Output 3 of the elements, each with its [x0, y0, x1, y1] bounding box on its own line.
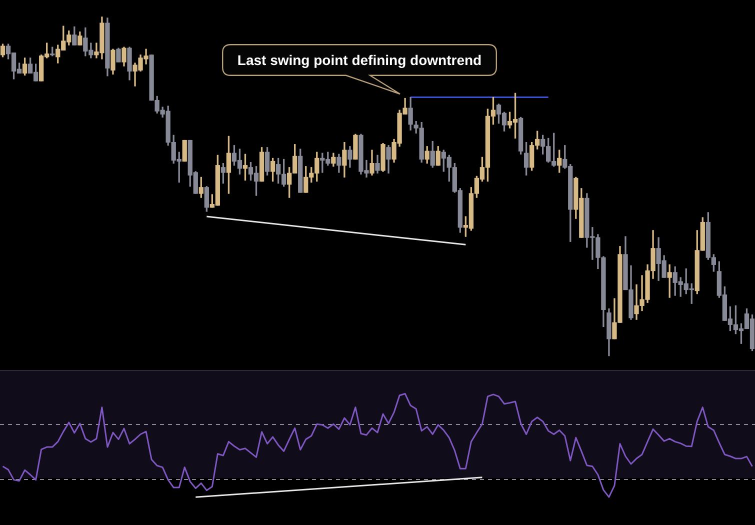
candlestick [182, 140, 187, 162]
callout-box: Last swing point defining downtrend [222, 44, 497, 95]
annotation: Last swing point defining downtrend [236, 51, 483, 70]
